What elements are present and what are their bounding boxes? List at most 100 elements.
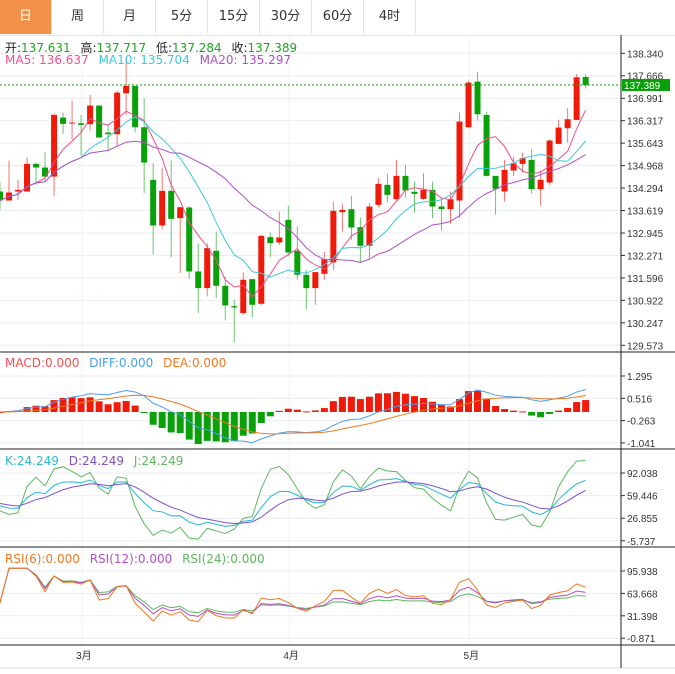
candle-body (15, 189, 22, 192)
tab-30min[interactable]: 30分 (260, 0, 312, 34)
macd-label: MACD:0.000 (5, 356, 80, 370)
candle-body (357, 227, 364, 246)
macd-bar (474, 390, 482, 412)
price-axis-label: 133.619 (627, 207, 664, 218)
j-label: J:24.249 (133, 454, 184, 468)
candle-body (339, 209, 346, 213)
close-label: 收: (231, 41, 248, 55)
price-axis-label: 136.317 (627, 117, 664, 128)
candle-body (348, 209, 355, 228)
candle-body (87, 105, 94, 125)
macd-bar (86, 397, 94, 412)
price-axis-label: 137.666 (627, 72, 664, 83)
j-line (0, 459, 586, 540)
price-axis-label: 130.922 (627, 296, 664, 307)
candle-body (42, 167, 49, 177)
macd-bar (221, 412, 229, 443)
candle-body (249, 279, 256, 305)
low-value: 137.284 (172, 41, 222, 55)
candle-body (240, 279, 247, 314)
ma20-line (0, 140, 586, 263)
tab-month[interactable]: 月 (104, 0, 156, 34)
candle-body (285, 219, 292, 253)
price-axis-label: 138.340 (627, 49, 664, 60)
macd-bar (573, 402, 581, 412)
macd-bar (248, 412, 256, 434)
macd-bar (419, 397, 427, 412)
candle-body (114, 92, 121, 135)
ohlc-info: 开:137.631 高:137.717 低:137.284 收:137.389 (5, 39, 303, 56)
indicator-axis-label: 63.668 (627, 589, 658, 600)
macd-bar (329, 401, 337, 412)
candle-body (69, 122, 76, 124)
indicator-axis-label: -0.871 (627, 634, 656, 645)
macd-bar (483, 398, 491, 412)
candle-body (375, 183, 382, 205)
macd-bar (167, 412, 175, 433)
macd-bar (257, 412, 265, 424)
candle-body (78, 123, 85, 125)
indicator-axis-label: 0.516 (627, 394, 652, 405)
candle-body (33, 163, 40, 168)
candle-body (321, 259, 328, 274)
candle-body (366, 206, 373, 246)
macd-bar (266, 412, 274, 417)
macd-bar (50, 400, 58, 412)
candle-body (303, 274, 310, 289)
macd-bar (338, 396, 346, 412)
macd-bar (212, 412, 220, 442)
candle-body (501, 169, 508, 192)
ma20-label: MA20: 135.297 (199, 53, 291, 67)
macd-bar (528, 412, 536, 416)
macd-bar (284, 408, 292, 412)
candle-body (168, 190, 175, 219)
rsi12-label: RSI(12):0.000 (89, 552, 173, 566)
macd-bar (302, 411, 310, 413)
tab-4hour[interactable]: 4时 (364, 0, 416, 34)
price-axis-label: 129.573 (627, 341, 664, 352)
macd-bar (365, 396, 373, 412)
macd-bar (113, 402, 121, 412)
candle-body (294, 250, 301, 275)
macd-bar (383, 393, 391, 412)
macd-bar (564, 407, 572, 412)
candle-body (393, 175, 400, 200)
macd-bar (131, 405, 139, 412)
price-axis-label: 134.968 (627, 162, 664, 173)
ma-info: MA5: 136.637 MA10: 135.704 MA20: 135.297 (5, 53, 297, 67)
macd-bar (356, 399, 364, 412)
candle-body (24, 163, 31, 192)
diff-label: DIFF:0.000 (89, 356, 154, 370)
candle-body (546, 140, 553, 183)
candle-body (384, 184, 391, 195)
indicator-axis-label: 26.855 (627, 514, 658, 525)
ma5-line (0, 109, 587, 298)
diff-line (0, 389, 586, 444)
macd-bar (293, 409, 301, 412)
candle-body (51, 114, 58, 177)
macd-bar (149, 412, 157, 425)
tab-day[interactable]: 日 (0, 0, 52, 34)
candle-body (231, 306, 238, 308)
candle-body (573, 77, 580, 120)
macd-bar (428, 401, 436, 412)
candle-body (258, 235, 265, 304)
kdj-info: K:24.249 D:24.249 J:24.249 (5, 454, 189, 468)
tab-60min[interactable]: 60分 (312, 0, 364, 34)
x-axis-label: 4月 (283, 650, 299, 662)
close-value: 137.389 (247, 41, 298, 55)
tab-week[interactable]: 周 (52, 0, 104, 34)
price-axis-label: 130.247 (627, 319, 664, 330)
candle-body (447, 199, 454, 210)
indicator-axis-label: 59.446 (627, 492, 658, 503)
candle-body (0, 191, 3, 201)
macd-bar (465, 391, 473, 412)
ma10-label: MA10: 135.704 (98, 53, 190, 67)
macd-bar (347, 396, 355, 412)
indicator-axis-label: -1.041 (627, 439, 656, 450)
tab-15min[interactable]: 15分 (208, 0, 260, 34)
candle-body (564, 119, 571, 129)
dea-label: DEA:0.000 (163, 356, 227, 370)
tab-5min[interactable]: 5分 (156, 0, 208, 34)
